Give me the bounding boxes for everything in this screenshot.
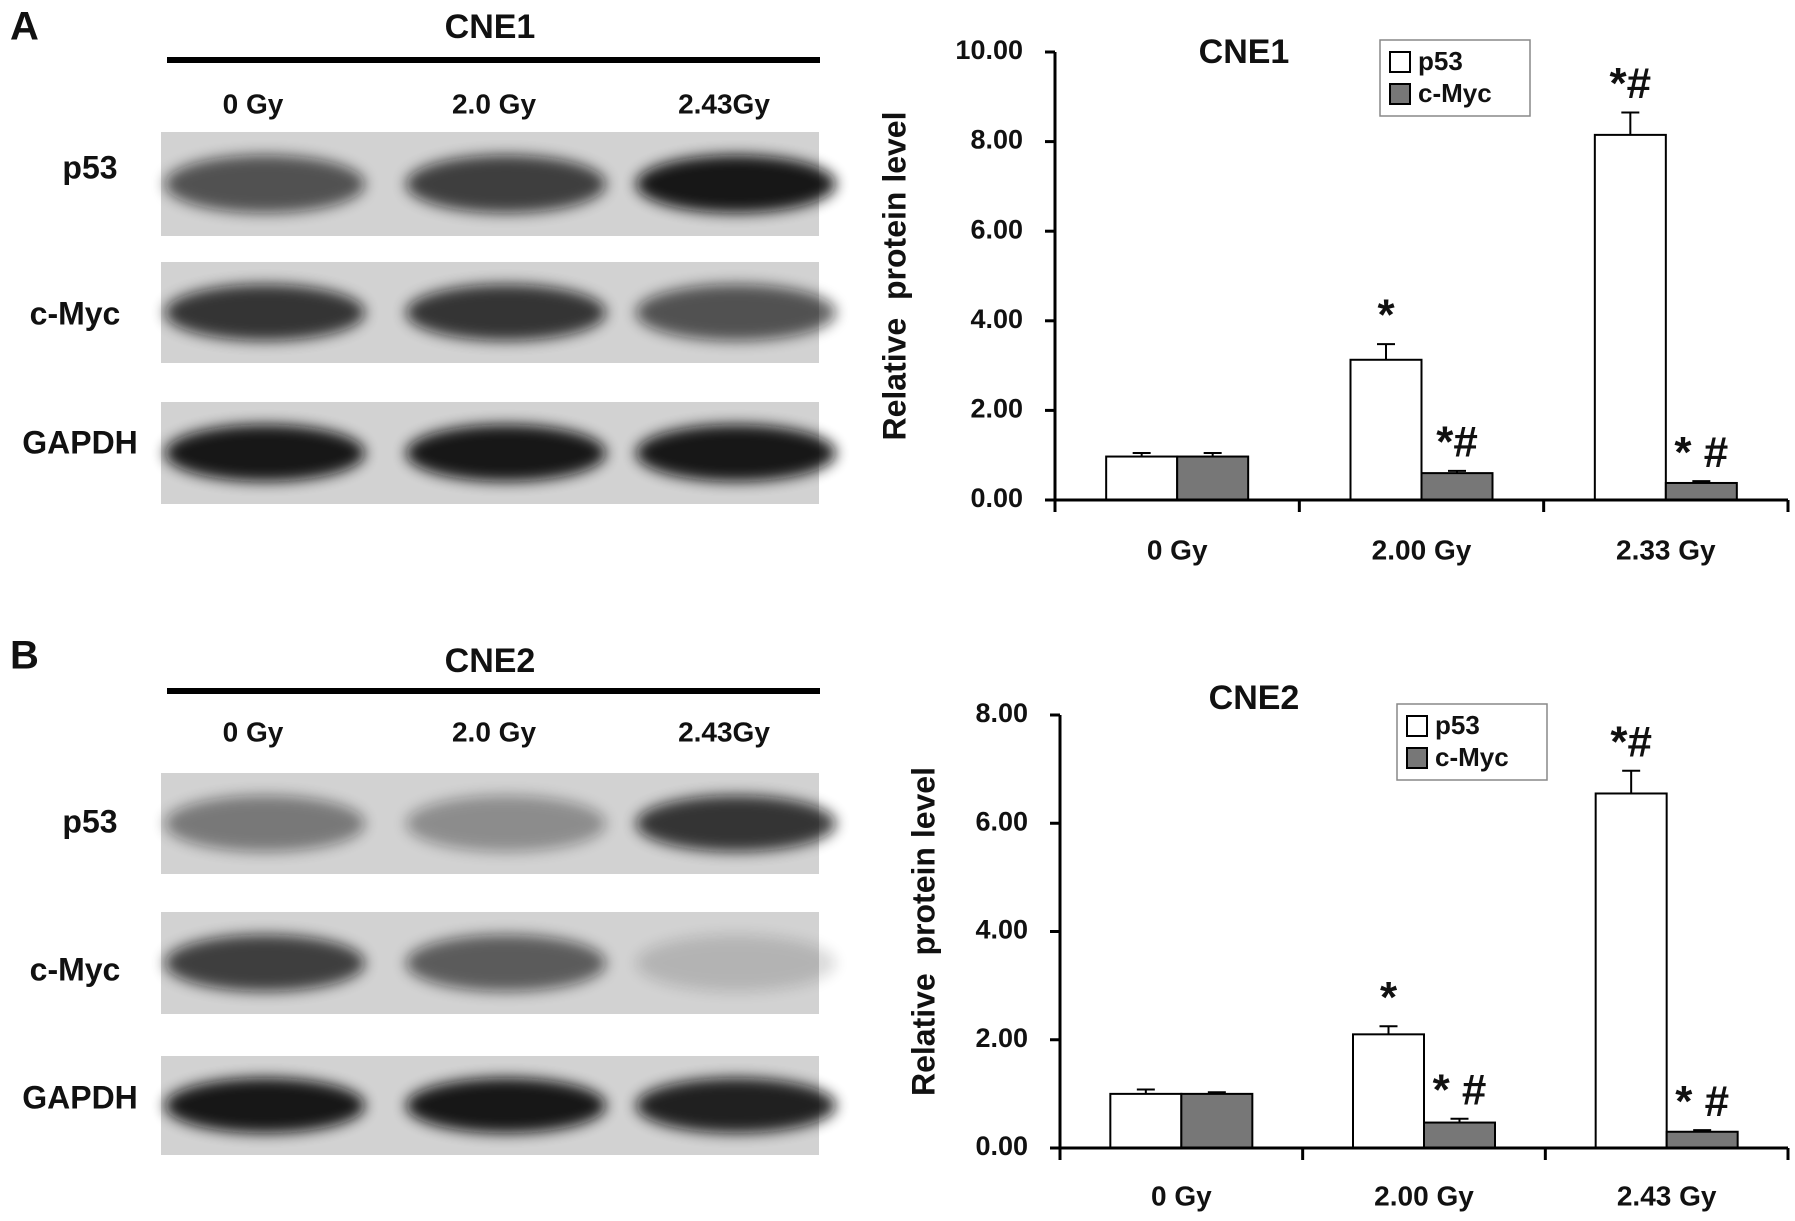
blot-band [636, 424, 836, 482]
row-label: c-Myc [30, 295, 121, 331]
legend-swatch [1389, 51, 1411, 73]
error-bar [1132, 451, 1151, 457]
blot-band [406, 795, 606, 852]
lane-label: 0 Gy [223, 88, 284, 119]
x-tick-label: 2.00 Gy [1374, 1180, 1474, 1211]
blot-band [406, 424, 606, 482]
blot-title: CNE1 [445, 8, 536, 46]
chart-title: CNE1 [1199, 33, 1290, 71]
error-bar [1377, 343, 1395, 360]
blot-band [406, 1077, 606, 1134]
error-bar [1450, 1117, 1469, 1123]
blot-band [636, 1077, 836, 1134]
x-tick-label: 2.43 Gy [1617, 1180, 1717, 1211]
blot-band [165, 1077, 365, 1134]
error-bar [1136, 1088, 1155, 1094]
y-tick-label: 10.00 [955, 35, 1023, 65]
x-tick-label: 2.00 Gy [1372, 534, 1472, 565]
y-tick-label: 2.00 [975, 1023, 1028, 1053]
significance-label: *# [1610, 717, 1652, 766]
row-label: GAPDH [22, 1079, 138, 1115]
blot-band [165, 934, 365, 992]
blot-band [406, 934, 606, 992]
bar [1180, 1092, 1254, 1149]
bar [1594, 792, 1668, 1149]
lane-label: 2.43Gy [678, 88, 770, 119]
panel-letter: A [10, 5, 39, 49]
legend-swatch [1406, 747, 1428, 769]
significance-label: *# [1610, 59, 1652, 108]
blot-band [636, 284, 836, 341]
y-tick-label: 2.00 [970, 394, 1023, 424]
error-bar [1203, 451, 1222, 457]
error-bar [1448, 469, 1466, 474]
legend-label: p53 [1435, 710, 1480, 740]
significance-label: * # [1674, 428, 1728, 477]
y-tick-label: 4.00 [970, 304, 1023, 334]
y-tick-label: 0.00 [975, 1131, 1028, 1161]
chart-title: CNE2 [1209, 679, 1300, 717]
x-tick-label: 2.33 Gy [1616, 534, 1716, 565]
y-tick-label: 8.00 [970, 125, 1023, 155]
row-label: p53 [62, 149, 117, 185]
blot-band [165, 154, 365, 214]
row-label: p53 [62, 803, 117, 839]
y-axis-label: Relative protein level [876, 111, 912, 440]
bar [1105, 455, 1179, 502]
blot-band [165, 284, 365, 341]
y-tick-label: 6.00 [975, 806, 1028, 836]
error-bar [1621, 111, 1640, 135]
bar [1593, 133, 1667, 501]
legend-label: c-Myc [1435, 742, 1509, 772]
error-bar [1379, 1025, 1398, 1035]
significance-label: * [1377, 291, 1395, 340]
lane-label: 2.43Gy [678, 716, 770, 747]
bar [1664, 481, 1738, 502]
blot-band [636, 934, 836, 992]
bar [1665, 1130, 1739, 1149]
significance-label: * [1380, 973, 1398, 1022]
error-bar [1622, 769, 1641, 794]
significance-label: *# [1436, 418, 1478, 467]
blot-band [165, 424, 365, 482]
bar [1420, 472, 1494, 501]
y-tick-label: 6.00 [970, 214, 1023, 244]
y-axis-label: Relative protein level [905, 767, 941, 1096]
significance-label: * # [1675, 1077, 1729, 1126]
row-label: GAPDH [22, 424, 138, 460]
bar [1352, 1033, 1425, 1150]
row-label: c-Myc [30, 951, 121, 987]
blot-band [636, 795, 836, 852]
blot-band [636, 154, 836, 214]
legend-label: p53 [1418, 46, 1463, 76]
blot-title: CNE2 [445, 642, 536, 680]
legend-swatch [1406, 715, 1428, 737]
lane-label: 0 Gy [223, 716, 284, 747]
bar [1176, 455, 1250, 502]
x-tick-label: 0 Gy [1147, 534, 1208, 565]
error-bar [1693, 1129, 1712, 1132]
x-tick-label: 0 Gy [1151, 1180, 1212, 1211]
bar [1423, 1121, 1496, 1150]
y-tick-label: 0.00 [970, 483, 1023, 513]
legend-swatch [1389, 83, 1411, 105]
y-tick-label: 8.00 [975, 698, 1028, 728]
bar [1349, 358, 1423, 501]
error-bar [1207, 1091, 1226, 1094]
blot-band [406, 284, 606, 341]
legend-label: c-Myc [1418, 78, 1492, 108]
error-bar [1692, 480, 1711, 483]
blot-band [406, 154, 606, 214]
panel-letter: B [10, 634, 39, 678]
lane-label: 2.0 Gy [452, 88, 536, 119]
bar [1109, 1092, 1183, 1149]
lane-label: 2.0 Gy [452, 716, 536, 747]
y-tick-label: 4.00 [975, 915, 1028, 945]
blot-band [165, 795, 365, 852]
significance-label: * # [1433, 1065, 1487, 1114]
